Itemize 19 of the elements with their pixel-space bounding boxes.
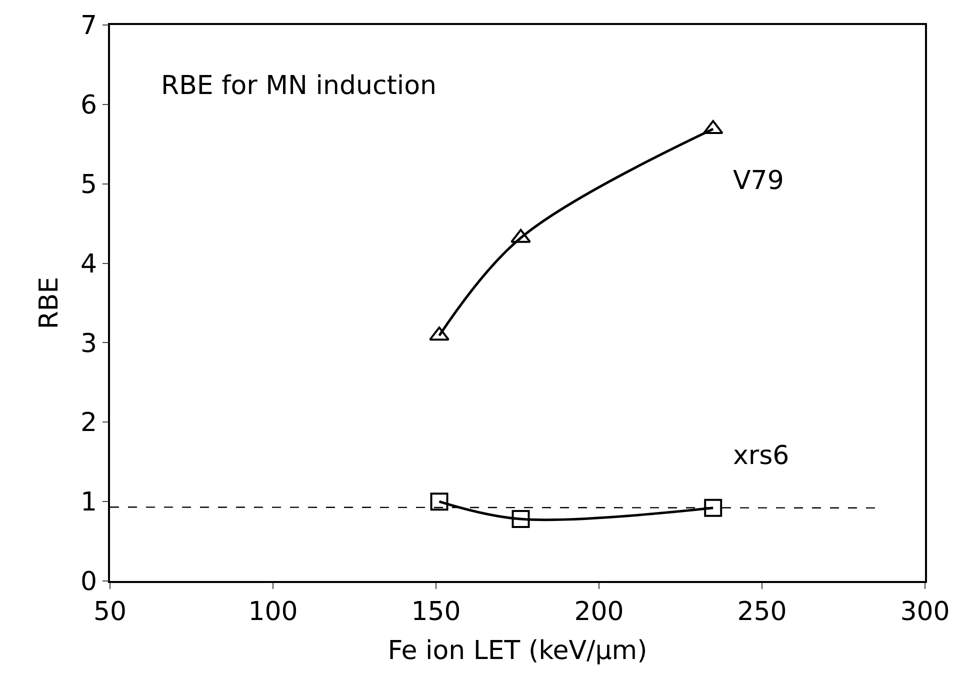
series-label: xrs6 <box>733 441 790 471</box>
y-tick-label: 7 <box>80 11 98 42</box>
x-tick-label: 200 <box>574 596 624 627</box>
x-axis-title: Fe ion LET (keV/µm) <box>388 636 648 666</box>
x-tick-label: 150 <box>411 596 461 627</box>
x-tick-label: 50 <box>93 596 127 627</box>
annotation: RBE for MN induction <box>161 71 437 101</box>
x-tick-label: 250 <box>737 596 787 627</box>
series-label: V79 <box>733 166 784 196</box>
x-tick-label: 300 <box>900 596 950 627</box>
y-tick-label: 0 <box>80 567 98 598</box>
y-tick-label: 3 <box>80 328 98 359</box>
y-tick-label: 1 <box>80 488 98 518</box>
y-tick-label: 4 <box>80 249 98 280</box>
y-axis-title: RBE <box>34 276 64 330</box>
x-tick-label: 100 <box>248 596 298 627</box>
y-tick-label: 5 <box>80 170 98 200</box>
y-tick-label: 2 <box>80 408 98 438</box>
y-tick-label: 6 <box>80 90 98 121</box>
